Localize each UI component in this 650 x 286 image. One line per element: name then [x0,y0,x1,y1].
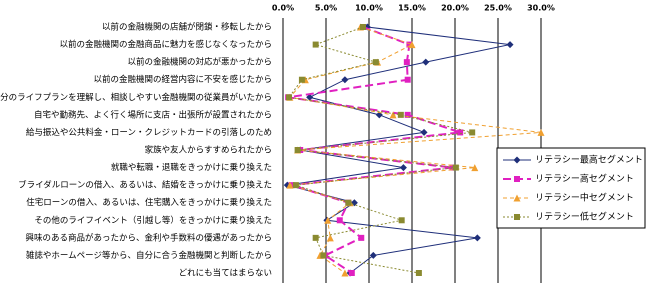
y-tick-label: 自分のライフプランを理解し、相談しやすい金融機関の従業員がいたから [0,92,272,103]
marker [473,234,481,242]
marker [372,59,379,66]
marker [369,251,377,259]
marker [452,164,459,171]
y-tick-label: 以前の金融機関の金融商品に魅力を感じなくなったから [59,39,272,50]
marker [408,41,416,49]
marker [514,176,520,182]
marker [514,214,520,220]
marker [286,94,293,101]
y-tick-label: 給与振込や公共料金・ローン・クレジットカードの引落しのため [26,127,272,138]
marker [404,111,411,118]
marker [389,111,397,119]
marker [341,76,349,84]
y-tick-label: どれにも当てはまらない [179,268,272,279]
y-tick-label: 住宅ローンの借入、あるいは、住宅購入をきっかけに乗り換えた [26,197,272,208]
y-tick-label: その他のライフイベント（引越し等）をきっかけに乗り換えた [34,215,272,226]
legend-label: リテラシー最高セグメント [535,154,643,166]
marker [341,269,349,277]
marker [506,41,514,49]
marker [286,181,294,189]
marker [348,270,355,276]
y-tick-label: 興味のある商品があったから、金利や手数料の優遇があったから [25,232,272,243]
marker [312,41,319,48]
marker [403,59,410,66]
legend-label: リテラシー中セグメント [535,192,634,204]
marker [326,234,334,242]
y-tick-label: 雑誌やホームページ等から、自分に合う金融機関と判断したから [26,250,272,261]
marker [294,147,301,153]
y-tick-label: 以前の金融機関の経営内容に不安を感じたから [93,74,272,85]
legend-label: リテラシー低セグメント [535,211,634,223]
marker [324,216,332,224]
marker [306,93,314,101]
marker [298,76,305,83]
legend-label: リテラシー高セグメント [535,173,634,185]
marker [420,128,428,136]
legend-box [496,147,646,229]
marker [422,58,430,66]
marker [415,270,422,276]
x-tick-label: 5.0% [315,4,337,13]
x-tick-label: 25.0% [484,4,512,13]
marker [397,111,404,118]
marker [469,129,476,136]
marker [358,234,365,241]
x-tick-label: 30.0% [527,4,555,13]
y-tick-label: 以前の金融機関の店舗が閉鎖・移転したから [102,22,272,33]
y-tick-label: ブライダルローンの借入、あるいは、結婚をきっかけに乗り換えた [18,180,272,191]
x-tick-label: 15.0% [398,4,426,13]
x-tick-label: 20.0% [441,4,469,13]
y-tick-label: 以前の金融機関の対応が悪かったから [127,57,272,68]
marker [457,129,464,136]
marker [398,217,405,224]
y-tick-label: 自宅や勤務先、よく行く場所に支店・出張所が設置されたから [34,109,272,120]
marker [537,128,545,136]
y-tick-label: 家族や友人からすすめられたから [145,145,272,156]
marker [513,194,521,202]
marker [399,164,407,172]
x-tick-label: 0.0% [272,4,294,13]
marker [404,76,411,83]
x-tick-label: 10.0% [355,4,383,13]
marker [406,41,413,48]
marker [471,164,479,172]
marker [513,156,521,164]
marker [359,24,366,30]
legend: リテラシー最高セグメントリテラシー高セグメントリテラシー中セグメントリテラシー低… [496,147,646,229]
marker [345,199,352,206]
marker [312,234,319,241]
marker [336,217,343,224]
marker [292,182,299,189]
marker [320,252,327,259]
y-tick-label: 就職や転職・退職をきっかけに乗り換えた [111,162,272,173]
